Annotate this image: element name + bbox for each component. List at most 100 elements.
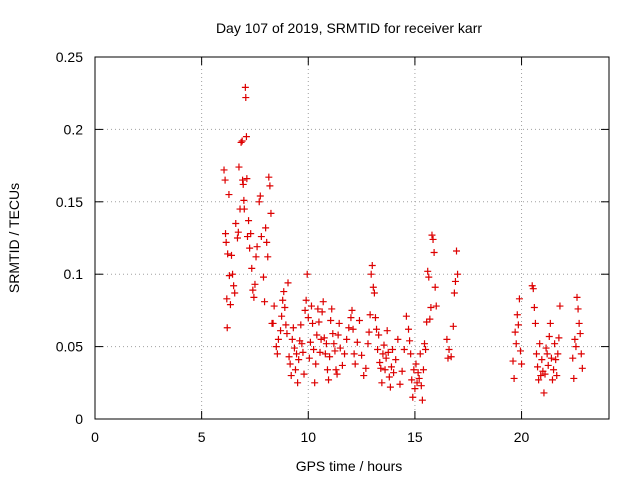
- data-point: [331, 347, 339, 355]
- data-point: [547, 354, 555, 362]
- data-point: [412, 360, 420, 368]
- data-point: [323, 366, 331, 374]
- data-point: [318, 308, 326, 316]
- data-point: [303, 270, 311, 278]
- data-point: [313, 331, 321, 339]
- data-point: [422, 345, 430, 353]
- data-point: [311, 379, 319, 387]
- data-point: [222, 230, 230, 238]
- data-point: [335, 319, 343, 327]
- data-point: [347, 314, 355, 322]
- data-point: [371, 314, 379, 322]
- data-point: [368, 262, 376, 270]
- data-point: [329, 330, 337, 338]
- data-point: [551, 340, 559, 348]
- data-point: [449, 322, 457, 330]
- data-point: [450, 289, 458, 297]
- data-point: [297, 321, 305, 329]
- data-point: [326, 353, 334, 361]
- data-point: [306, 338, 314, 346]
- data-point: [534, 363, 542, 371]
- data-point: [229, 270, 237, 278]
- data-point: [316, 348, 324, 356]
- data-point: [238, 137, 246, 145]
- data-point: [405, 325, 413, 333]
- data-point: [417, 382, 425, 390]
- data-point: [454, 270, 462, 278]
- x-tick-label: 10: [300, 429, 316, 445]
- chart-title: Day 107 of 2019, SRMTID for receiver kar…: [216, 20, 482, 36]
- data-point: [366, 311, 374, 319]
- data-point: [414, 369, 422, 377]
- data-point: [453, 247, 461, 255]
- data-point: [325, 376, 333, 384]
- data-point: [226, 301, 234, 309]
- data-point: [243, 175, 251, 183]
- data-point: [246, 244, 254, 252]
- data-point: [223, 295, 231, 303]
- data-point: [293, 350, 301, 358]
- x-tick-label: 20: [514, 429, 530, 445]
- data-point: [351, 360, 359, 368]
- data-point: [261, 298, 269, 306]
- data-point: [386, 383, 394, 391]
- data-point: [392, 356, 400, 364]
- y-tick-label: 0.25: [56, 49, 83, 65]
- x-tick-label: 0: [91, 429, 99, 445]
- data-point: [239, 176, 247, 184]
- data-point: [514, 321, 522, 329]
- data-point: [358, 351, 366, 359]
- data-point: [283, 330, 291, 338]
- data-point: [419, 366, 427, 374]
- data-point: [259, 273, 267, 281]
- data-point: [239, 180, 247, 188]
- data-point: [542, 344, 550, 352]
- data-point: [267, 209, 275, 217]
- data-point: [400, 345, 408, 353]
- data-point: [447, 353, 455, 361]
- data-point: [364, 340, 372, 348]
- data-point: [235, 163, 243, 171]
- data-point: [375, 331, 383, 339]
- data-point: [355, 317, 363, 325]
- x-axis-label: GPS time / hours: [296, 458, 403, 474]
- data-point: [411, 385, 419, 393]
- data-point: [314, 305, 322, 313]
- data-point: [285, 353, 293, 361]
- data-point: [380, 341, 388, 349]
- data-point: [511, 328, 519, 336]
- data-point: [334, 331, 342, 339]
- data-point: [245, 217, 253, 225]
- data-point: [537, 372, 545, 380]
- data-point: [312, 360, 320, 368]
- data-point: [341, 350, 349, 358]
- data-point: [253, 243, 261, 251]
- data-point: [272, 343, 280, 351]
- data-point: [328, 305, 336, 313]
- data-point: [550, 366, 558, 374]
- data-point: [299, 348, 307, 356]
- data-point: [538, 356, 546, 364]
- data-point: [382, 354, 390, 362]
- data-point: [379, 350, 387, 358]
- data-point: [408, 376, 416, 384]
- x-tick-label: 15: [407, 429, 423, 445]
- data-point: [413, 379, 421, 387]
- data-point: [509, 357, 517, 365]
- data-point: [350, 350, 358, 358]
- data-point: [365, 328, 373, 336]
- data-point: [430, 248, 438, 256]
- data-point: [553, 372, 561, 380]
- data-point: [389, 345, 397, 353]
- data-point: [406, 337, 414, 345]
- data-point: [248, 264, 256, 272]
- data-point: [421, 340, 429, 348]
- data-point: [322, 340, 330, 348]
- data-point: [353, 338, 361, 346]
- x-axis-ticks: 0 5 10 15 20: [91, 57, 530, 445]
- data-point: [225, 272, 233, 280]
- data-point: [333, 370, 341, 378]
- data-point: [416, 350, 424, 358]
- data-point: [376, 359, 384, 367]
